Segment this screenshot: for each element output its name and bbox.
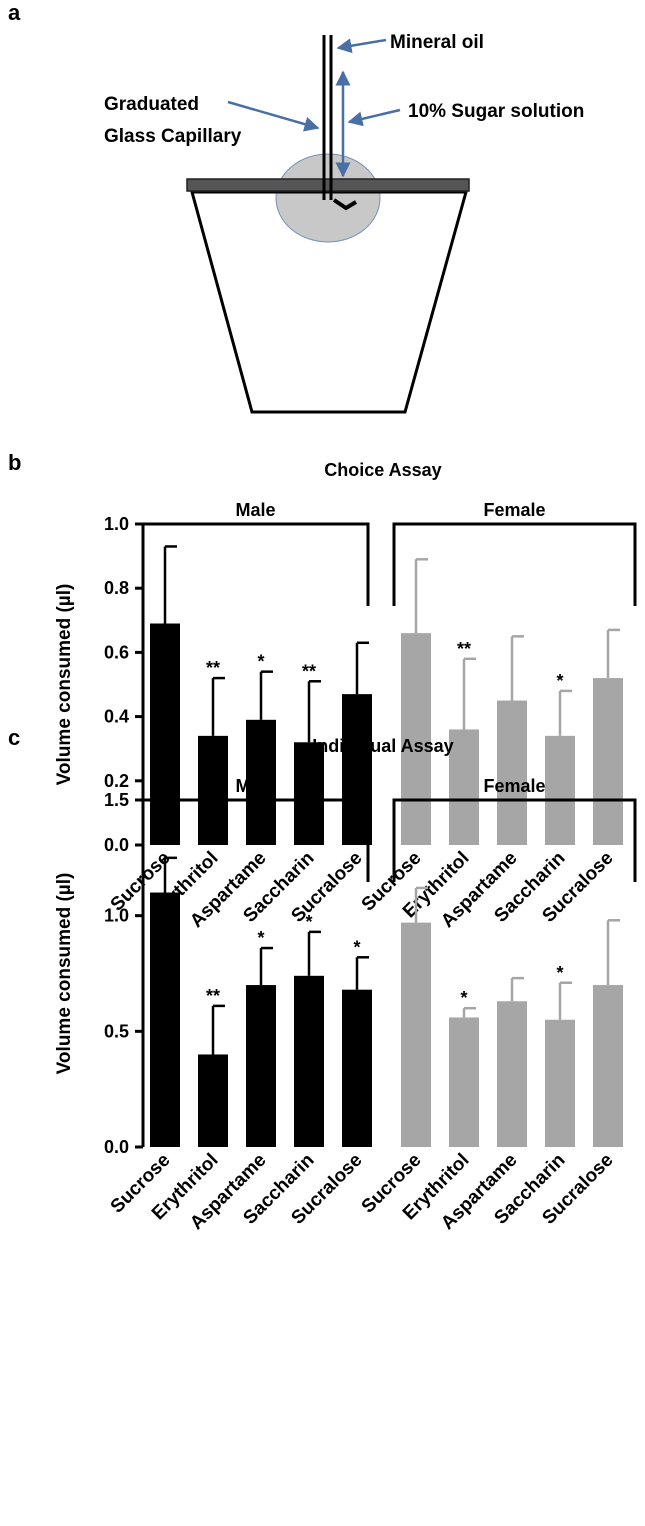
group-label: Female <box>483 776 545 796</box>
group-label: Male <box>235 776 275 796</box>
bar <box>545 735 575 845</box>
y-axis-label: Volume consumed (µl) <box>54 584 75 786</box>
cup <box>190 190 468 414</box>
group-bracket <box>392 522 637 606</box>
diagram-label: Graduated <box>104 94 199 115</box>
bar <box>150 892 180 1147</box>
group-bracket <box>141 798 370 882</box>
y-tick-label: 0.0 <box>104 1137 129 1157</box>
significance: * <box>353 937 360 957</box>
arrow <box>336 38 387 54</box>
bar <box>593 678 623 845</box>
panel-label: c <box>8 725 20 750</box>
group-label: Male <box>235 500 275 520</box>
bar <box>150 623 180 845</box>
bar <box>246 719 276 845</box>
diagram-label: Glass Capillary <box>104 126 242 147</box>
y-tick-label: 0.5 <box>104 1021 129 1041</box>
y-tick-label: 1.5 <box>104 790 129 810</box>
chart-title: Individual Assay <box>312 736 453 756</box>
y-tick-label: 0.6 <box>104 642 129 662</box>
diagram: a Mineral oil 10% Sugar solution Graduat… <box>8 0 584 414</box>
bar <box>198 1054 228 1147</box>
group-bracket <box>392 798 637 882</box>
panel-label: a <box>8 0 21 25</box>
lid <box>186 178 470 192</box>
bar <box>593 985 623 1147</box>
y-tick-label: 1.0 <box>104 514 129 534</box>
significance: * <box>257 928 264 948</box>
y-axis-label: Volume consumed (µl) <box>54 873 75 1075</box>
significance: * <box>556 963 563 983</box>
group-label: Female <box>483 500 545 520</box>
y-tick-label: 0.2 <box>104 771 129 791</box>
bar <box>294 742 324 845</box>
y-tick-label: 1.0 <box>104 906 129 926</box>
diagram-label: 10% Sugar solution <box>408 101 584 122</box>
bar <box>401 922 431 1147</box>
arrow <box>347 108 401 127</box>
significance: * <box>305 912 312 932</box>
significance: * <box>460 988 467 1008</box>
bar <box>449 729 479 845</box>
bar <box>497 1001 527 1147</box>
significance: ** <box>302 661 316 681</box>
bar <box>545 1019 575 1147</box>
group-bracket <box>141 522 370 606</box>
y-tick-label: 0.0 <box>104 835 129 855</box>
drop <box>275 153 381 243</box>
bar <box>449 1017 479 1147</box>
significance: ** <box>457 639 471 659</box>
panel-label: b <box>8 450 21 475</box>
significance: ** <box>206 986 220 1006</box>
bar <box>246 985 276 1147</box>
significance: * <box>556 671 563 691</box>
y-tick-label: 0.4 <box>104 707 129 727</box>
chart-title: Choice Assay <box>324 460 441 480</box>
bar <box>342 989 372 1147</box>
diagram-label: Mineral oil <box>390 32 484 53</box>
y-tick-label: 0.8 <box>104 578 129 598</box>
bar <box>401 633 431 845</box>
significance: ** <box>206 658 220 678</box>
arrow <box>227 100 320 132</box>
bar <box>198 735 228 845</box>
bar <box>294 975 324 1147</box>
bar <box>497 700 527 845</box>
fly <box>332 198 358 211</box>
significance: * <box>257 652 264 672</box>
